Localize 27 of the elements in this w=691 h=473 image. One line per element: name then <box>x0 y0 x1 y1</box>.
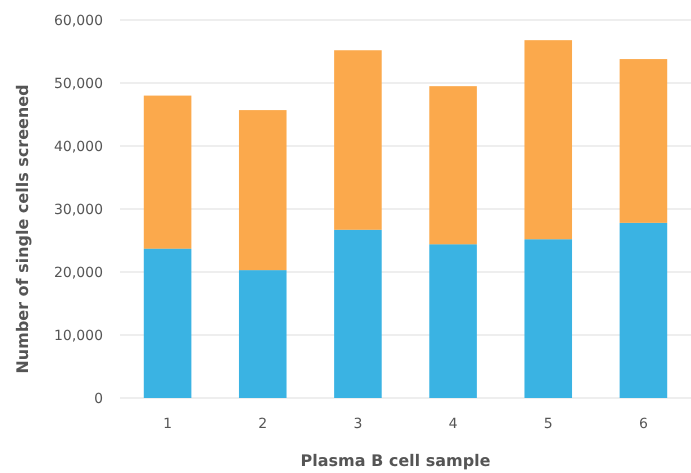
y-axis-title: Number of single cells screened <box>13 84 32 374</box>
bar <box>429 86 477 244</box>
y-tick-label: 0 <box>94 390 103 407</box>
x-tick-label: 5 <box>544 416 553 432</box>
bar <box>238 110 287 270</box>
x-tick-label: 2 <box>258 416 268 432</box>
x-tick-label: 1 <box>163 416 172 432</box>
bar <box>524 239 572 398</box>
y-tick-label: 50,000 <box>54 76 103 92</box>
bar <box>620 59 668 223</box>
bar <box>144 96 192 249</box>
y-tick-label: 40,000 <box>54 138 103 155</box>
y-tick-label: 10,000 <box>54 328 103 344</box>
bar <box>334 50 382 230</box>
bar <box>144 248 192 398</box>
x-tick-label: 4 <box>448 416 458 432</box>
y-tick-label: 20,000 <box>54 264 103 281</box>
bar <box>238 270 287 398</box>
bar <box>524 40 572 240</box>
bar <box>620 222 668 398</box>
x-tick-label: 3 <box>353 416 362 432</box>
bar <box>334 230 382 398</box>
x-tick-label: 6 <box>638 416 648 432</box>
y-tick-label: 30,000 <box>54 202 103 218</box>
bar <box>429 244 477 398</box>
y-tick-label: 60,000 <box>54 12 103 29</box>
x-axis-title: Plasma B cell sample <box>300 451 491 470</box>
